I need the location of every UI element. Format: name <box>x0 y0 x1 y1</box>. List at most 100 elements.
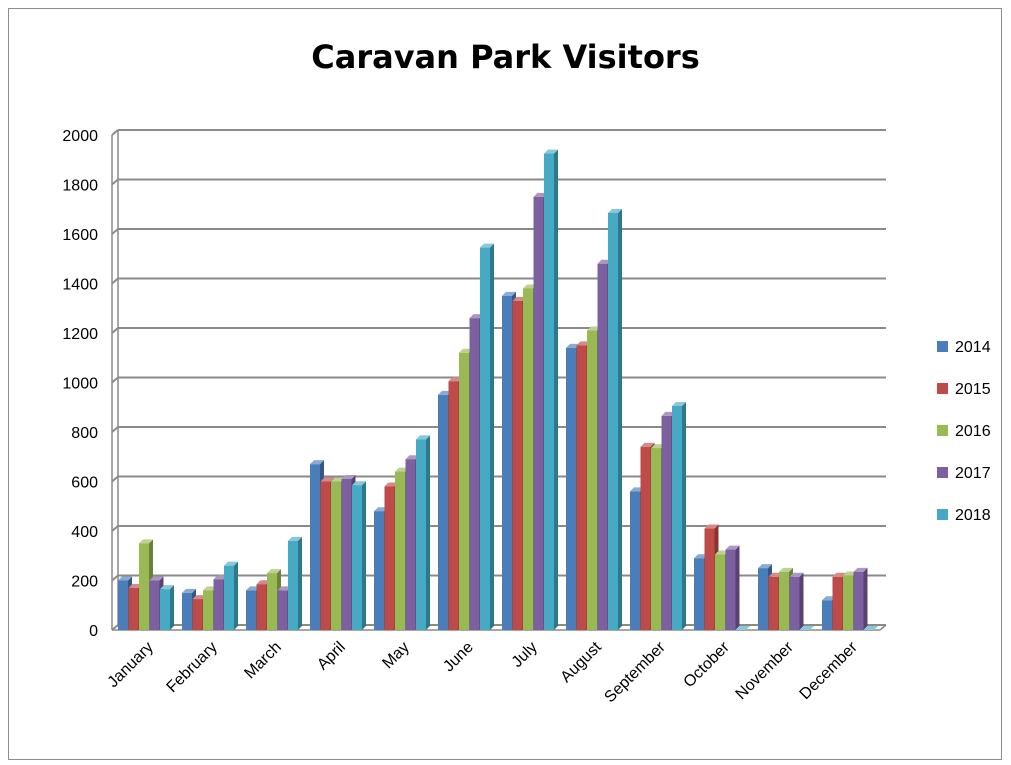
x-tick-label: June <box>440 639 477 676</box>
gridline-depth <box>111 327 119 334</box>
bar-side <box>234 561 238 630</box>
y-tick-label: 800 <box>71 425 98 442</box>
x-tick-label: November <box>733 638 798 703</box>
bar-top <box>864 626 878 630</box>
bar-front <box>182 592 192 630</box>
x-tick-label: May <box>379 639 412 672</box>
x-tick-label: December <box>797 638 862 703</box>
bar <box>864 626 878 630</box>
bar-side <box>618 208 622 630</box>
bar-side <box>426 435 430 630</box>
bar-front <box>416 439 426 630</box>
bar-top <box>758 564 772 569</box>
gridline-depth <box>111 525 119 532</box>
bar <box>416 435 430 630</box>
bar-front <box>310 464 320 630</box>
bar-front <box>213 579 224 630</box>
bar-front <box>384 486 395 630</box>
bar-top <box>352 481 366 486</box>
gridline-depth <box>111 426 119 433</box>
bar-front <box>438 394 448 630</box>
bar-front <box>502 295 512 630</box>
bar-front <box>395 471 405 630</box>
bars <box>118 149 878 631</box>
bar-front <box>320 481 331 630</box>
bar-top <box>672 402 686 407</box>
bar-top <box>182 588 196 593</box>
bar-top <box>320 477 335 482</box>
bar-front <box>843 575 853 630</box>
bar-top <box>544 149 558 154</box>
x-tick-label: February <box>164 639 221 696</box>
bar-top <box>725 545 740 550</box>
bar-top <box>853 567 868 572</box>
bar-front <box>779 571 789 630</box>
bar-top <box>310 460 324 465</box>
gridline-depth <box>111 376 119 384</box>
y-tick-label: 2000 <box>62 128 98 145</box>
bar-front <box>832 576 843 630</box>
legend-swatch <box>937 341 948 352</box>
bar-top <box>288 536 302 541</box>
bar-front <box>224 565 234 630</box>
bar-front <box>758 568 768 630</box>
gridline-depth <box>111 228 119 235</box>
bar-front <box>118 580 128 630</box>
bar-front <box>789 576 800 630</box>
bar-front <box>768 576 779 630</box>
gridlines <box>111 129 886 631</box>
bar-front <box>149 580 160 630</box>
bar-front <box>587 330 597 630</box>
bar-top <box>416 435 430 440</box>
bar-top <box>267 569 281 574</box>
gridline-depth <box>111 277 119 285</box>
y-tick-label: 1000 <box>62 376 98 393</box>
bar <box>853 567 868 630</box>
bar-front <box>672 406 682 630</box>
legend-swatch <box>937 467 948 478</box>
legend-label: 2014 <box>955 339 991 356</box>
bar-front <box>512 300 523 630</box>
bar-front <box>661 415 672 630</box>
bar-side <box>863 567 868 630</box>
bar-front <box>640 446 651 630</box>
bar-side <box>682 402 686 630</box>
y-tick-label: 1400 <box>62 277 98 294</box>
gridline-depth <box>111 129 119 136</box>
bar-top <box>800 626 814 630</box>
bar-front <box>352 485 362 630</box>
bar-side <box>799 572 804 630</box>
y-tick-label: 400 <box>71 524 98 541</box>
bar-front <box>459 352 469 630</box>
y-tick-label: 200 <box>71 574 98 591</box>
bar <box>789 572 804 630</box>
bar-front <box>651 448 661 630</box>
bar-side <box>735 545 740 630</box>
y-tick-label: 1200 <box>62 326 98 343</box>
bar-top <box>341 475 356 480</box>
bar-front <box>192 599 203 630</box>
bar-front <box>853 571 864 630</box>
bar <box>800 626 814 630</box>
y-tick-label: 1600 <box>62 227 98 244</box>
bar-front <box>374 511 384 630</box>
y-tick-label: 1800 <box>62 178 98 195</box>
bar-top <box>704 524 719 529</box>
bar-top <box>736 626 750 630</box>
gridline-depth <box>111 475 119 483</box>
bar-side <box>554 149 558 630</box>
bar-front <box>694 558 704 630</box>
bar-front <box>267 573 277 630</box>
chart-title: Caravan Park Visitors <box>311 38 700 76</box>
x-tick-label: September <box>601 638 669 706</box>
bar-top <box>224 561 238 566</box>
legend-label: 2016 <box>955 423 991 440</box>
legend-swatch <box>937 383 948 394</box>
bar-front <box>566 347 576 630</box>
legend-swatch <box>937 425 948 436</box>
bar <box>544 149 558 630</box>
bar-front <box>277 590 288 630</box>
bar-front <box>448 381 459 630</box>
bar-front <box>341 479 352 630</box>
bar <box>736 626 750 630</box>
